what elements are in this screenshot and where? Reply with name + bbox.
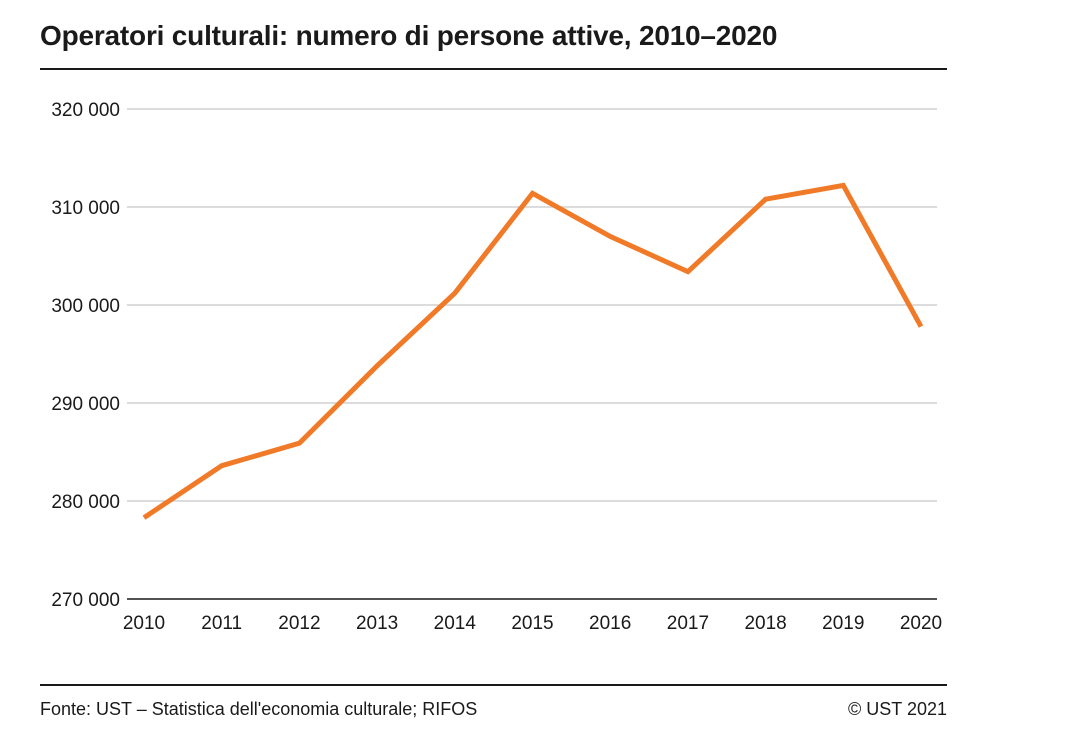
x-tick-label: 2015: [511, 613, 553, 634]
x-tick-label: 2013: [356, 613, 398, 634]
y-tick-label: 280 000: [51, 492, 120, 513]
x-tick-label: 2012: [278, 613, 320, 634]
chart-title: Operatori culturali: numero di persone a…: [40, 20, 778, 51]
x-tick-label: 2014: [434, 613, 477, 634]
x-tick-label: 2011: [201, 613, 242, 634]
copyright-note: © UST 2021: [848, 699, 947, 719]
line-chart: 270 000 280 000 290 000 300 000 310 000 320 0…: [51, 100, 942, 634]
x-tick-label: 2017: [667, 613, 709, 634]
footer-divider: [40, 684, 947, 686]
x-axis-tick-labels: 2010 2011 2012 2013 2014 2015 2016 2017 2018 2019…: [123, 613, 942, 634]
y-tick-label: 310 000: [51, 198, 120, 219]
title-divider: [40, 68, 947, 70]
series-lines: [142, 182, 924, 520]
x-tick-label: 2019: [822, 613, 864, 634]
y-tick-label: 290 000: [51, 394, 120, 415]
gridlines: [127, 108, 937, 600]
y-tick-label: 300 000: [51, 296, 120, 317]
y-tick-label: 270 000: [51, 590, 120, 611]
source-note: Fonte: UST – Statistica dell'economia cu…: [40, 699, 478, 719]
x-tick-label: 2016: [589, 613, 631, 634]
x-tick-label: 2010: [123, 613, 165, 634]
x-tick-label: 2020: [900, 613, 942, 634]
y-axis-tick-labels: 270 000 280 000 290 000 300 000 310 000 320 0…: [51, 100, 120, 611]
series-line: [142, 182, 924, 520]
y-tick-label: 320 000: [51, 100, 120, 121]
x-tick-label: 2018: [744, 613, 786, 634]
